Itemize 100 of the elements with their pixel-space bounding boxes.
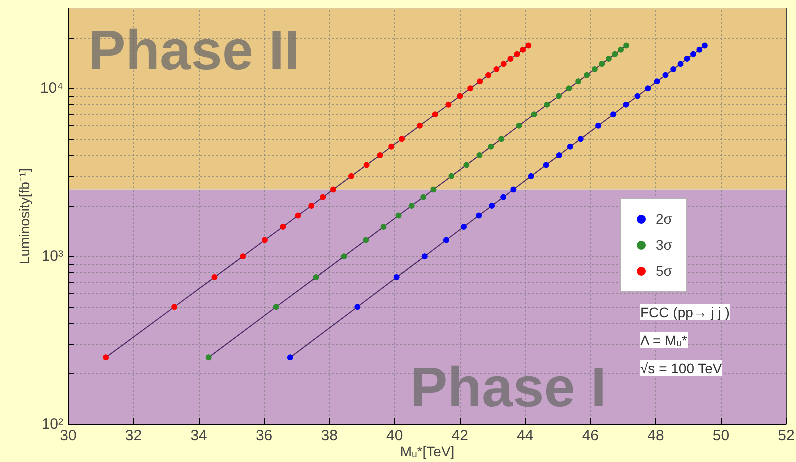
point — [240, 254, 246, 260]
point — [543, 162, 550, 168]
point — [341, 254, 348, 260]
point — [287, 354, 294, 361]
x-tick-label: 50 — [712, 428, 730, 444]
point — [488, 144, 494, 150]
point — [670, 66, 677, 72]
point — [567, 144, 574, 150]
point — [273, 304, 280, 310]
annotation: √s = 100 TeV — [640, 360, 723, 376]
y-tick-label: 10³ — [42, 248, 64, 266]
point — [354, 304, 361, 310]
point — [448, 173, 455, 180]
point — [576, 78, 582, 85]
point — [645, 86, 652, 92]
x-tick-label: 52 — [778, 428, 795, 444]
point — [556, 152, 562, 158]
point — [457, 93, 464, 100]
point — [510, 186, 517, 193]
point — [313, 274, 320, 281]
point — [654, 78, 660, 85]
point — [380, 224, 387, 230]
point — [262, 237, 268, 244]
x-tick-label: 46 — [582, 428, 600, 444]
point — [486, 72, 492, 78]
point — [662, 72, 669, 78]
point — [566, 86, 572, 92]
point — [476, 152, 483, 158]
point — [498, 136, 505, 142]
x-tick-label: 36 — [256, 428, 273, 444]
point — [468, 86, 474, 92]
point — [489, 203, 496, 210]
annotation: FCC (pp→ j j ) — [640, 304, 730, 320]
point — [377, 152, 384, 158]
point — [516, 122, 522, 129]
point — [430, 186, 437, 193]
x-tick-label: 30 — [60, 428, 77, 444]
point — [610, 112, 617, 118]
point — [678, 61, 684, 68]
point — [206, 354, 212, 361]
point — [280, 224, 286, 230]
point — [461, 224, 468, 230]
x-axis-title: Mᵤ*[TeV] — [400, 444, 455, 460]
point — [399, 136, 406, 142]
point — [592, 66, 598, 72]
point — [544, 102, 550, 108]
point — [432, 112, 438, 118]
x-tick-label: 34 — [190, 428, 208, 444]
legend-label: 3σ — [656, 237, 674, 253]
point — [416, 122, 423, 129]
legend-label: 5σ — [656, 263, 674, 279]
point — [526, 42, 532, 49]
point — [420, 194, 427, 200]
point — [422, 254, 428, 260]
x-tick-label: 40 — [386, 428, 404, 444]
legend-label: 2σ — [656, 211, 674, 227]
point — [172, 304, 178, 310]
point — [295, 212, 302, 219]
point — [702, 42, 708, 49]
point — [330, 186, 337, 193]
point — [476, 212, 482, 219]
point — [348, 173, 354, 180]
point — [624, 42, 630, 49]
point — [464, 162, 470, 168]
point — [634, 93, 641, 100]
x-tick-label: 38 — [321, 428, 338, 444]
point — [584, 72, 590, 78]
point — [690, 51, 696, 58]
point — [443, 237, 450, 244]
point — [500, 194, 507, 200]
point — [364, 162, 370, 168]
point — [599, 61, 606, 68]
point — [528, 173, 534, 180]
point — [508, 56, 514, 62]
point — [494, 66, 500, 72]
point — [684, 56, 690, 62]
point — [696, 46, 703, 53]
point — [394, 274, 400, 281]
y-tick-label: 10⁴ — [40, 80, 64, 98]
point — [396, 212, 402, 219]
band-label: Phase II — [88, 18, 300, 82]
point — [618, 46, 624, 53]
x-tick-label: 44 — [517, 428, 534, 444]
x-tick-label: 48 — [648, 428, 664, 444]
point — [500, 61, 507, 68]
point — [578, 136, 584, 142]
point — [606, 56, 612, 62]
point — [556, 93, 562, 100]
point — [477, 78, 484, 85]
point — [623, 102, 630, 108]
point — [212, 274, 218, 281]
point — [596, 122, 602, 129]
x-tick-label: 32 — [125, 428, 142, 444]
point — [103, 354, 110, 361]
point — [531, 112, 538, 118]
point — [446, 102, 452, 108]
point — [612, 51, 618, 58]
point — [514, 51, 520, 58]
x-tick-label: 42 — [452, 428, 468, 444]
point — [408, 203, 415, 210]
